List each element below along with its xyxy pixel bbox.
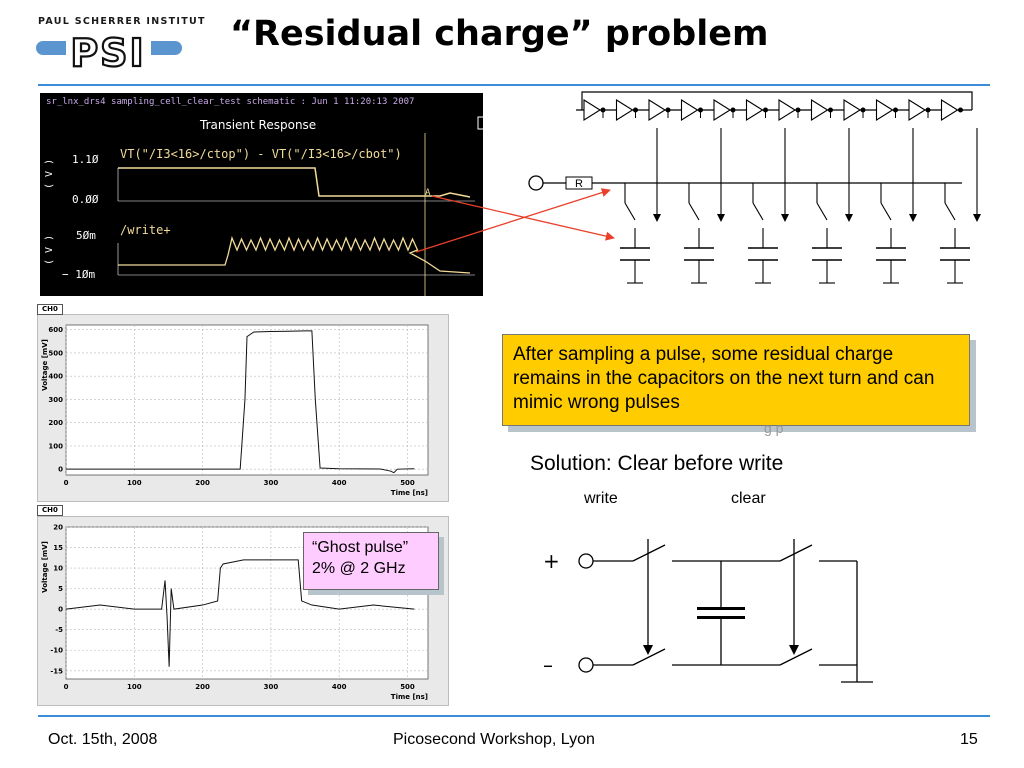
transient-response-panel: sr_lnx_drs4 sampling_cell_clear_test sch…: [40, 93, 483, 296]
waveform-line: [66, 330, 415, 474]
trace2-tick-bottom: − 1Øm: [62, 268, 95, 281]
residual-charge-callout: After sampling a pulse, some residual ch…: [502, 334, 970, 426]
inverter: [908, 99, 927, 121]
y-tick-label: 0: [58, 466, 63, 474]
input-node: [528, 175, 544, 191]
scope-plot-1: 0 100 200 300 400 500 0 100 200 300 400 500 600 Time …: [37, 314, 449, 502]
page-number: 15: [960, 731, 978, 748]
inverter: [940, 99, 959, 121]
clear-label: clear: [731, 490, 766, 507]
trace2-unit: ( V ): [44, 235, 55, 265]
trace1-waveform: [118, 167, 471, 198]
trace1-tick-top: 1.1Ø: [72, 153, 99, 166]
x-tick-label: 100: [127, 479, 142, 487]
clear-before-write-diagram: + –: [543, 539, 873, 683]
y-tick-label: 200: [48, 419, 63, 427]
x-tick-label: 200: [195, 479, 210, 487]
callout-shadow-text: g p: [764, 420, 784, 436]
trace2-label: /write+: [120, 223, 171, 237]
minus-terminal: [578, 657, 594, 673]
inverter: [745, 99, 764, 121]
inverter: [713, 99, 732, 121]
sampling-cell: [812, 128, 853, 284]
x-tick-label: 100: [127, 683, 142, 691]
minus-sign: –: [543, 653, 553, 677]
trace2-waveform: [118, 235, 471, 274]
inverter: [778, 99, 797, 121]
footer-date: Oct. 15th, 2008: [48, 731, 158, 748]
x-tick-label: 200: [195, 683, 210, 691]
header-rule: [38, 84, 990, 86]
footer-rule: [38, 715, 990, 717]
ghost-line-1: “Ghost pulse”: [312, 539, 409, 556]
sampling-cell: [876, 128, 917, 284]
inverter: [648, 99, 667, 121]
y-axis-label: Voltage [mV]: [41, 541, 49, 593]
y-tick-label: 10: [53, 565, 63, 573]
trace1-unit: ( V ): [44, 159, 55, 189]
inverter: [810, 99, 829, 121]
y-tick-label: -5: [55, 626, 63, 634]
y-tick-label: 100: [48, 442, 63, 450]
footer-event: Picosecond Workshop, Lyon: [393, 731, 595, 748]
inverter-chain: [576, 91, 973, 121]
solution-heading: Solution: Clear before write: [530, 452, 784, 475]
inverter: [843, 99, 862, 121]
waveform-line: [65, 559, 415, 667]
inverter: [680, 99, 699, 121]
slide-title: “Residual charge” problem: [230, 14, 769, 54]
trace1-tick-bottom: 0.ØØ: [72, 193, 99, 206]
x-tick-label: 0: [64, 479, 69, 487]
y-tick-label: 400: [48, 373, 63, 381]
inverter: [583, 99, 602, 121]
ghost-line-2: 2% @ 2 GHz: [312, 560, 406, 577]
scope-plot-2-tag: CH0: [37, 505, 63, 516]
institute-name: PAUL SCHERRER INSTITUT: [38, 16, 206, 27]
sampling-schematic: R: [528, 91, 981, 284]
plus-sign: +: [543, 549, 560, 573]
capacitor-plate-bottom: [697, 616, 745, 619]
x-tick-label: 0: [64, 683, 69, 691]
marker-label: A: [425, 188, 431, 198]
sampling-cells: [620, 128, 981, 284]
x-axis-label: Time [ns]: [391, 489, 428, 497]
y-tick-label: 500: [48, 349, 63, 357]
x-axis-label: Time [ns]: [391, 693, 428, 701]
capacitor-plate-top: [697, 607, 745, 610]
y-tick-label: 300: [48, 396, 63, 404]
y-tick-label: 600: [48, 326, 63, 334]
y-tick-label: -10: [50, 647, 63, 655]
x-tick-label: 400: [332, 683, 347, 691]
transient-plot: sr_lnx_drs4 sampling_cell_clear_test sch…: [44, 97, 483, 296]
psi-logo: PSI: [36, 30, 182, 74]
sampling-cell: [684, 128, 725, 284]
resistor-label: R: [575, 178, 583, 190]
inverter: [875, 99, 894, 121]
sim-subtitle: Transient Response: [199, 118, 316, 132]
y-tick-label: 20: [53, 524, 63, 532]
trace1-label: VT("/I3<16>/ctop") - VT("/I3<16>/cbot"): [120, 147, 402, 161]
plus-terminal: [578, 553, 594, 569]
x-tick-label: 300: [264, 479, 279, 487]
x-tick-label: 300: [264, 683, 279, 691]
trace2-tick-top: 5Øm: [76, 229, 96, 242]
write-label: write: [584, 490, 618, 507]
y-axis-label: Voltage [mV]: [41, 339, 49, 391]
x-tick-label: 500: [400, 479, 415, 487]
x-tick-label: 400: [332, 479, 347, 487]
sampling-cell: [748, 128, 789, 284]
inverter: [615, 99, 634, 121]
scope-plot-1-tag: CH0: [37, 304, 63, 315]
sim-window-title: sr_lnx_drs4 sampling_cell_clear_test sch…: [46, 97, 414, 107]
ghost-pulse-note: “Ghost pulse” 2% @ 2 GHz: [303, 532, 439, 590]
sampling-cell: [940, 128, 981, 284]
logo-letters: PSI: [70, 31, 145, 74]
y-tick-label: -15: [50, 667, 63, 675]
y-tick-label: 15: [53, 544, 63, 552]
x-tick-label: 500: [400, 683, 415, 691]
y-tick-label: 0: [58, 606, 63, 614]
y-tick-label: 5: [58, 585, 63, 593]
scope-plot-1-svg: 0 100 200 300 400 500 0 100 200 300 400 500 600 Time …: [41, 324, 429, 497]
sampling-cell: [620, 128, 661, 284]
